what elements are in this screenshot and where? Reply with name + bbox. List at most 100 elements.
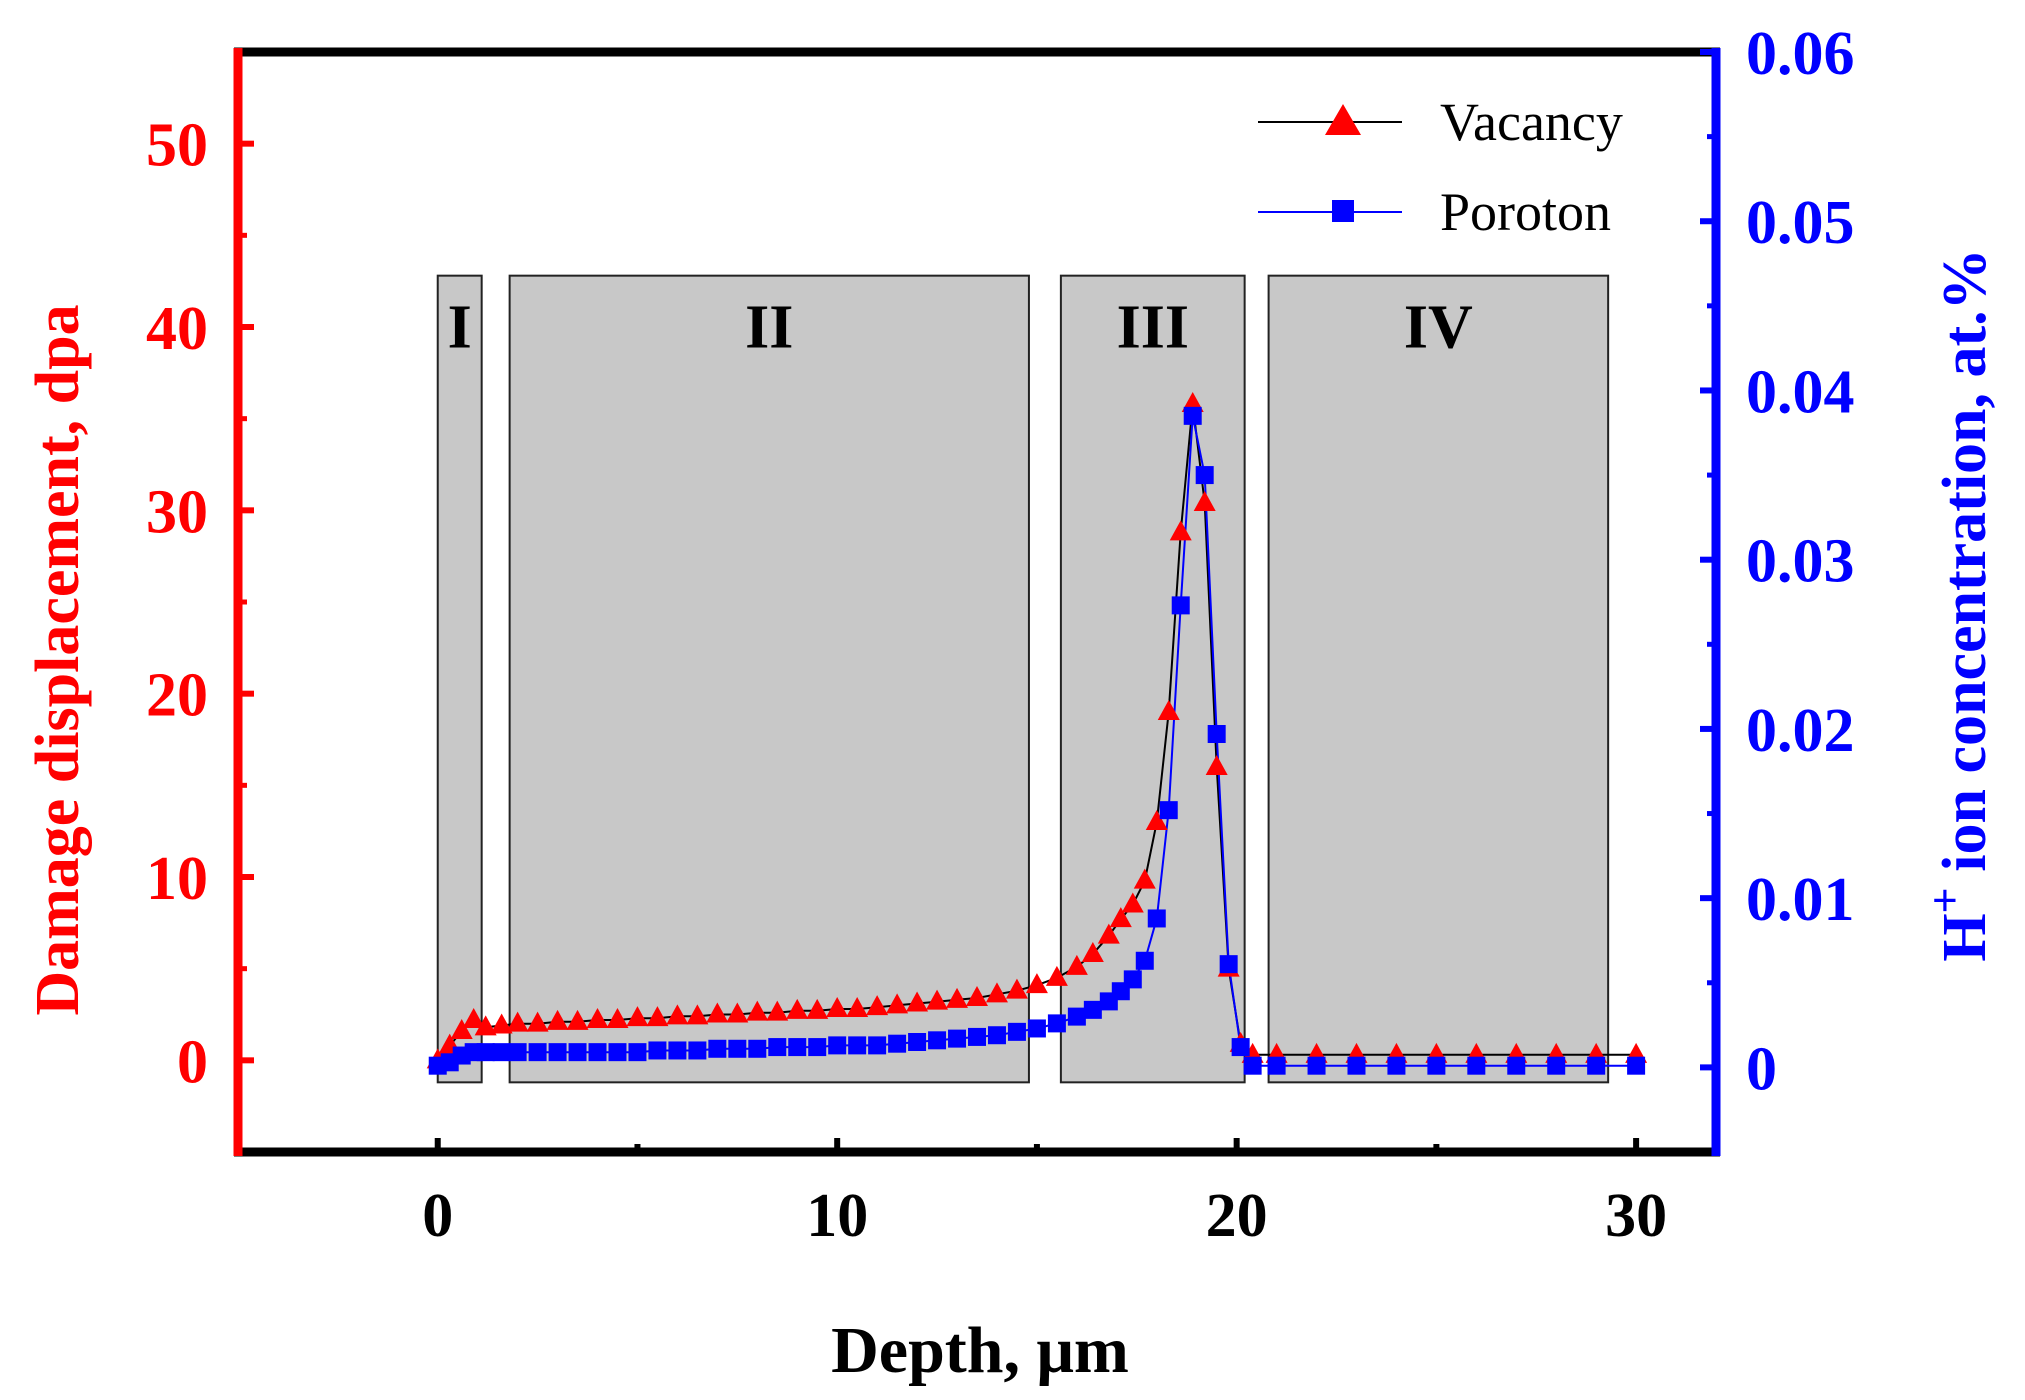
vacancy-point bbox=[474, 1015, 497, 1036]
y-right-tick-label: 0.05 bbox=[1746, 189, 1855, 257]
vacancy-point bbox=[786, 998, 809, 1019]
vacancy-point bbox=[746, 1000, 769, 1021]
region-I-box bbox=[436, 274, 483, 1084]
poroton-point bbox=[728, 1039, 747, 1058]
poroton-point bbox=[1171, 596, 1190, 615]
poroton-point bbox=[492, 1043, 511, 1062]
y-axis-right-label-sup: + bbox=[1919, 887, 1970, 913]
vacancy-point bbox=[766, 1000, 789, 1021]
vacancy-point bbox=[586, 1008, 609, 1028]
axes-frame bbox=[233, 47, 1721, 1157]
poroton-point bbox=[1427, 1056, 1446, 1075]
x-axis-label: Depth, μm bbox=[831, 1314, 1129, 1387]
vacancy-point bbox=[526, 1011, 549, 1032]
poroton-point bbox=[1067, 1007, 1086, 1026]
vacancy-point bbox=[1097, 923, 1120, 944]
vacancy-point bbox=[706, 1002, 729, 1023]
poroton-point bbox=[888, 1034, 907, 1053]
y-right-tick-label: 0.01 bbox=[1746, 866, 1855, 934]
poroton-point bbox=[1387, 1056, 1406, 1075]
poroton-point bbox=[1243, 1056, 1262, 1075]
vacancy-point bbox=[450, 1019, 473, 1039]
vacancy-point bbox=[726, 1002, 749, 1023]
y-right-tick-label: 0.03 bbox=[1746, 528, 1855, 596]
poroton-point bbox=[1587, 1056, 1606, 1075]
vacancy-point bbox=[1133, 868, 1156, 889]
vacancy-point bbox=[846, 997, 869, 1017]
region-II-box bbox=[508, 274, 1030, 1084]
vacancy-point bbox=[626, 1006, 649, 1027]
vacancy-point bbox=[1145, 810, 1168, 830]
poroton-point bbox=[1231, 1038, 1250, 1057]
poroton-point bbox=[768, 1038, 787, 1057]
legend-vacancy-label: Vacancy bbox=[1440, 92, 1623, 152]
poroton-point bbox=[568, 1043, 587, 1062]
poroton-point bbox=[928, 1031, 947, 1050]
poroton-point bbox=[708, 1039, 727, 1058]
poroton-point bbox=[528, 1043, 547, 1062]
ticks-layer: 0 10 20 30 0 10 20 30 40 50 0 0.01 0.02 0.03 0.04 0.05 0… bbox=[146, 20, 1855, 1250]
vacancy-point bbox=[462, 1008, 485, 1028]
poroton-point bbox=[608, 1043, 627, 1062]
poroton-point bbox=[1507, 1056, 1526, 1075]
vacancy-point bbox=[1081, 942, 1104, 962]
poroton-point bbox=[808, 1038, 827, 1057]
poroton-point bbox=[1267, 1056, 1286, 1075]
vacancy-point bbox=[1157, 700, 1180, 720]
poroton-point bbox=[1135, 951, 1154, 970]
poroton-point bbox=[548, 1043, 567, 1062]
poroton-point bbox=[1195, 466, 1214, 485]
vacancy-point bbox=[666, 1004, 689, 1025]
vacancy-point bbox=[946, 987, 969, 1008]
y-left-tick-label: 50 bbox=[146, 112, 208, 180]
poroton-point bbox=[508, 1043, 527, 1062]
poroton-point bbox=[748, 1039, 767, 1058]
legend-poroton-label: Poroton bbox=[1440, 182, 1611, 242]
poroton-point bbox=[968, 1027, 986, 1046]
poroton-point bbox=[1467, 1056, 1486, 1075]
legend-poroton-marker bbox=[1332, 200, 1354, 222]
y-left-tick-label: 40 bbox=[146, 295, 208, 363]
y-right-tick-label: 0.06 bbox=[1746, 20, 1855, 88]
poroton-point bbox=[1627, 1056, 1646, 1075]
vacancy-point bbox=[1205, 755, 1228, 775]
vacancy-point bbox=[926, 989, 949, 1010]
poroton-point bbox=[948, 1029, 967, 1048]
vacancy-point bbox=[966, 986, 988, 1006]
regions-layer: I II III IV bbox=[436, 274, 1610, 1084]
poroton-point bbox=[908, 1033, 927, 1051]
poroton-point bbox=[628, 1043, 647, 1062]
x-tick-label: 10 bbox=[806, 1182, 868, 1250]
poroton-point bbox=[1027, 1019, 1046, 1038]
poroton-point bbox=[987, 1026, 1006, 1045]
y-axis-right-label-prefix: H bbox=[1931, 913, 1999, 961]
poroton-point bbox=[1147, 909, 1166, 928]
poroton-point bbox=[1207, 725, 1226, 743]
y-left-tick-label: 10 bbox=[146, 845, 208, 913]
vacancy-point bbox=[1005, 978, 1028, 999]
vacancy-point bbox=[686, 1004, 709, 1025]
poroton-point bbox=[1547, 1056, 1566, 1075]
vacancy-point bbox=[1193, 491, 1216, 511]
y-left-tick-label: 30 bbox=[146, 478, 208, 546]
x-tick-label: 20 bbox=[1206, 1182, 1268, 1250]
region-label-I: I bbox=[448, 294, 472, 362]
region-label-II: II bbox=[745, 294, 793, 362]
y-axis-right-label-suffix: ion concentration, at.% bbox=[1931, 248, 1999, 887]
y-axis-left-label: Damage displacement, dpa bbox=[24, 304, 92, 1015]
vacancy-point bbox=[1121, 892, 1144, 913]
x-tick-label: 30 bbox=[1605, 1182, 1667, 1250]
legend-vacancy-marker bbox=[1325, 104, 1361, 135]
vacancy-point bbox=[906, 991, 929, 1012]
poroton-point bbox=[668, 1041, 687, 1060]
y-left-tick-label: 0 bbox=[177, 1028, 208, 1096]
poroton-point bbox=[648, 1041, 667, 1060]
vacancy-point bbox=[866, 995, 889, 1016]
y-axis-right-label: H+ ion concentration, at.% bbox=[1919, 248, 2000, 961]
poroton-point bbox=[1219, 955, 1238, 974]
poroton-point bbox=[588, 1043, 607, 1062]
region-label-IV: IV bbox=[1404, 294, 1473, 362]
poroton-point bbox=[1083, 1000, 1102, 1019]
region-label-III: III bbox=[1117, 294, 1189, 362]
